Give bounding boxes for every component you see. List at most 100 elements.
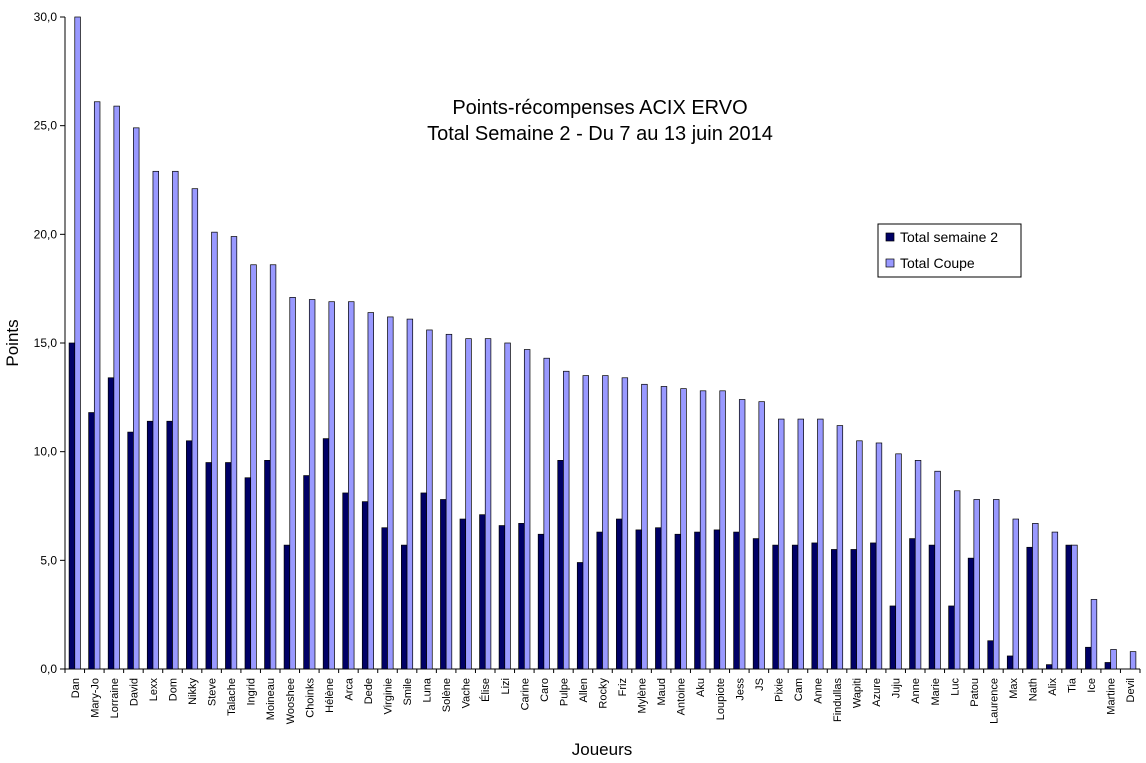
bar-total-coupe [719, 390, 726, 670]
x-tick-label: Ice [1086, 678, 1098, 693]
x-tick-label: Hélène [324, 678, 336, 713]
x-tick-label: Vache [461, 678, 473, 708]
bar-total-semaine-2 [576, 562, 584, 670]
bar-total-coupe [484, 338, 492, 670]
x-tick-label: Devil [1125, 678, 1137, 702]
bar-total-semaine-2 [186, 440, 193, 670]
bar-total-coupe [211, 231, 218, 670]
x-tick-label: Loupiote [715, 678, 727, 720]
bar-total-semaine-2 [655, 527, 662, 670]
bar-total-coupe [1032, 523, 1039, 670]
bar-total-coupe [406, 318, 414, 670]
x-tick-label: Lexx [148, 678, 160, 702]
x-tick-label: Patou [969, 678, 981, 707]
bar-total-semaine-2 [537, 533, 545, 670]
bar-total-coupe [934, 470, 941, 670]
bar-total-semaine-2 [479, 514, 486, 670]
x-tick-label: Mary-Jo [89, 678, 101, 718]
x-axis: Dan Mary-Jo Lorraine David Lexx Dom Nikky Steve… [64, 668, 1141, 724]
chart-title-line-1: Points-récompenses ACIX ERVO [452, 97, 747, 119]
bar-total-coupe [465, 338, 472, 670]
bar-total-semaine-2 [361, 501, 369, 670]
x-tick-label: Moineau [265, 678, 277, 720]
x-tick-label: Pixie [773, 678, 785, 702]
bar-total-semaine-2 [596, 531, 603, 670]
bar-total-coupe [113, 105, 120, 670]
x-tick-label: Nikky [187, 678, 199, 705]
bar-total-coupe [1051, 531, 1059, 670]
bar-total-coupe [152, 170, 159, 670]
bar-total-semaine-2 [146, 420, 154, 670]
x-tick-label: Smile [402, 678, 414, 706]
bar-total-coupe [993, 499, 1000, 670]
bar-total-semaine-2 [1085, 646, 1092, 670]
bar-total-semaine-2 [870, 542, 877, 670]
bar-total-coupe [191, 188, 199, 670]
bar-total-semaine-2 [127, 431, 134, 670]
bar-total-semaine-2 [322, 438, 330, 670]
bar-total-coupe [387, 316, 394, 670]
bar-total-coupe [93, 101, 101, 670]
x-tick-label: Cam [793, 678, 805, 701]
bar-total-coupe [895, 453, 902, 670]
bar-total-semaine-2 [166, 420, 173, 670]
x-tick-label: Friz [617, 678, 629, 696]
bar-total-semaine-2 [225, 462, 232, 670]
bar-total-semaine-2 [694, 531, 701, 670]
x-tick-label: Jess [734, 678, 746, 701]
bar-total-semaine-2 [850, 549, 857, 670]
bar-total-coupe [680, 388, 687, 670]
y-tick-label: 30,0 [34, 10, 58, 24]
bar-total-semaine-2 [88, 412, 95, 670]
bar-total-coupe [230, 236, 238, 670]
x-tick-label: Dede [363, 678, 375, 704]
bar-total-semaine-2 [713, 529, 721, 670]
bar-total-coupe [699, 390, 707, 670]
bar-total-semaine-2 [987, 640, 994, 670]
bar-total-semaine-2 [1104, 662, 1112, 670]
x-tick-label: Talache [226, 678, 238, 716]
x-tick-label: Caro [539, 678, 551, 702]
bar-total-semaine-2 [107, 377, 115, 670]
bar-total-coupe [602, 375, 609, 670]
legend: Total semaine 2 Total Coupe [877, 223, 1022, 278]
bar-total-coupe [367, 312, 374, 670]
chart-title-line-2: Total Semaine 2 - Du 7 au 13 juin 2014 [427, 123, 773, 145]
bar-total-semaine-2 [205, 462, 212, 670]
bar-total-coupe [1071, 544, 1078, 670]
x-tick-label: Solène [441, 678, 453, 712]
bar-total-coupe [543, 357, 550, 670]
bar-total-coupe [953, 490, 961, 670]
bar-total-semaine-2 [1046, 664, 1053, 670]
bar-total-semaine-2 [733, 531, 740, 670]
y-tick-label: 15,0 [34, 336, 58, 350]
bar-total-semaine-2 [68, 342, 76, 670]
x-tick-label: JS [754, 678, 766, 691]
x-tick-label: Dom [168, 678, 180, 701]
bar-total-semaine-2 [772, 544, 779, 670]
bar-total-semaine-2 [303, 475, 310, 670]
x-tick-label: Lorraine [109, 678, 121, 718]
bar-total-coupe [426, 329, 433, 670]
x-tick-label: Martine [1106, 678, 1118, 715]
bar-total-semaine-2 [557, 460, 564, 670]
bar-total-semaine-2 [967, 557, 975, 670]
bar-total-semaine-2 [381, 527, 388, 670]
y-axis-title: Points [3, 319, 22, 366]
x-tick-label: Alix [1047, 678, 1059, 696]
bar-total-semaine-2 [459, 518, 467, 670]
bar-total-semaine-2 [283, 544, 291, 670]
bar-total-coupe [914, 460, 922, 670]
x-tick-label: Wapiti [852, 678, 864, 708]
bar-total-coupe [836, 425, 844, 670]
bar-total-coupe [817, 418, 824, 670]
bar-total-coupe [523, 349, 531, 670]
bar-total-coupe [250, 264, 257, 670]
bar-total-semaine-2 [1065, 544, 1072, 670]
bar-total-coupe [348, 301, 355, 670]
bar-total-semaine-2 [889, 605, 897, 670]
x-tick-label: Lizi [500, 678, 512, 695]
bar-total-coupe [1012, 518, 1019, 670]
x-tick-label: Findullas [832, 678, 844, 723]
bar-total-semaine-2 [635, 529, 642, 670]
